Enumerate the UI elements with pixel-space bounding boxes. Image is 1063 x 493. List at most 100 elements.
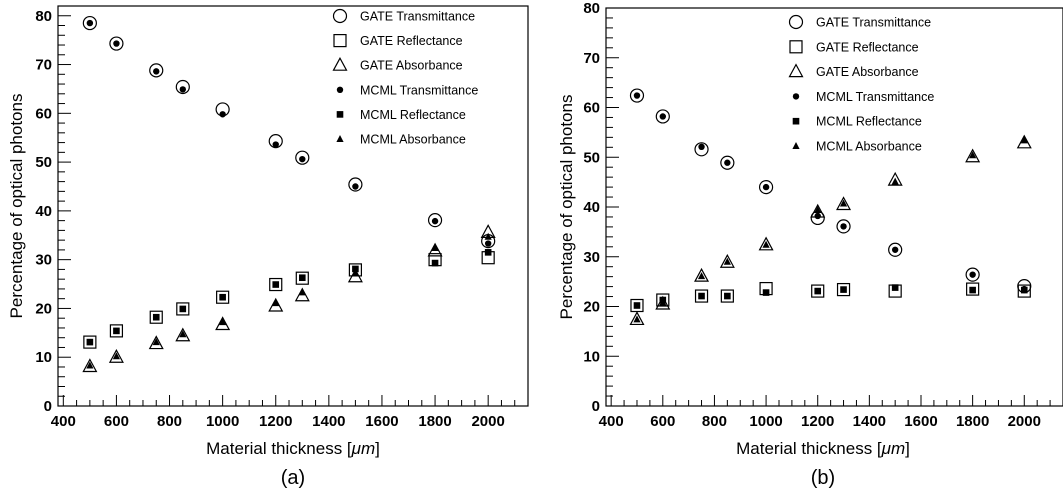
data-point [113, 327, 120, 335]
data-point [179, 86, 187, 93]
data-point [720, 289, 734, 303]
data-point [352, 183, 359, 190]
y-tick-label: 70 [583, 50, 600, 67]
data-point [1020, 136, 1028, 144]
x-tick-label: 600 [650, 413, 675, 430]
data-point [86, 361, 94, 369]
y-tick-label: 0 [44, 398, 52, 415]
data-point [965, 267, 980, 282]
y-tick-label: 40 [35, 203, 52, 220]
data-point [814, 205, 822, 213]
data-point [839, 199, 848, 207]
y-tick-label: 80 [35, 8, 52, 25]
legend-marker [789, 40, 803, 54]
data-point [484, 249, 492, 256]
y-tick-label: 70 [35, 57, 52, 74]
legend-label: MCML Absorbance [360, 133, 466, 147]
x-tick-label: 1200 [801, 413, 834, 430]
legend-label: GATE Reflectance [816, 40, 919, 54]
x-tick-label: 1800 [418, 413, 451, 430]
legend-label: MCML Transmittance [816, 90, 934, 104]
x-axis-title-suffix: ] [905, 439, 910, 458]
x-tick-label: 1000 [749, 413, 782, 430]
data-point [431, 217, 439, 225]
data-point [965, 148, 981, 163]
data-point [484, 240, 492, 247]
series-mcml-absorbance [633, 136, 1028, 323]
data-point [272, 141, 279, 148]
data-point [758, 236, 774, 251]
data-point [888, 242, 903, 257]
data-point [175, 79, 190, 95]
legend-marker [336, 86, 344, 94]
legend-label: GATE Reflectance [360, 34, 463, 48]
x-tick-label: 2000 [1008, 413, 1041, 430]
data-point [179, 305, 187, 313]
legend-marker [788, 14, 804, 30]
data-point [969, 151, 977, 159]
data-point [149, 63, 164, 78]
data-point [348, 177, 363, 192]
data-point [694, 289, 709, 303]
legend: GATE Transmittance GATE Reflectance GATE A… [332, 8, 478, 147]
legend-marker [788, 63, 804, 78]
data-point [431, 259, 439, 267]
data-point [299, 155, 306, 163]
data-point [966, 282, 980, 296]
chart-panel-a: 400 600 800 1000 1200 1400 1600 1800 2000 0 10 20 30… [7, 5, 529, 489]
data-point [891, 284, 899, 291]
data-point [219, 293, 226, 301]
data-point [176, 302, 190, 316]
data-point [762, 183, 770, 191]
y-tick-label: 80 [583, 0, 600, 17]
data-point [427, 242, 443, 257]
data-point [152, 338, 160, 346]
data-point [86, 19, 94, 27]
data-point [814, 287, 822, 295]
legend-marker [336, 135, 344, 142]
data-point [83, 335, 97, 349]
x-tick-label: 600 [104, 413, 129, 430]
data-point [269, 277, 283, 292]
y-axis-title: Percentage of optical photons [7, 94, 26, 319]
data-point [268, 297, 284, 312]
data-point [1017, 284, 1031, 298]
data-point [108, 348, 124, 363]
data-point [656, 293, 670, 307]
data-point [633, 92, 641, 99]
data-point [1020, 286, 1028, 294]
x-axis-title: Material thickness [μm] [206, 439, 380, 458]
x-axis-title-prefix: Material thickness [ [206, 439, 352, 458]
data-point [723, 257, 731, 265]
data-point [427, 213, 443, 228]
data-point [484, 232, 492, 240]
data-point [840, 286, 847, 293]
data-point [148, 335, 164, 350]
data-point [298, 288, 306, 296]
data-point [762, 240, 770, 248]
data-point [86, 338, 94, 346]
x-tick-label: 2000 [471, 413, 504, 430]
x-tick-label: 400 [599, 413, 624, 430]
data-point [887, 171, 903, 186]
chart-panel-b: 400 600 800 1000 1200 1400 1600 1800 2000 0 10 20 30… [557, 0, 1063, 489]
data-point [295, 150, 310, 165]
data-point [633, 315, 641, 323]
data-point [697, 272, 706, 280]
series-gate-absorbance [82, 224, 496, 373]
y-tick-label: 10 [583, 348, 600, 365]
x-tick-label: 1400 [312, 413, 345, 430]
data-point [694, 142, 709, 157]
data-point [219, 111, 226, 118]
panel-label: (b) [811, 467, 835, 489]
x-axis-title-unit: μm [351, 439, 375, 458]
legend-label: GATE Absorbance [360, 59, 463, 73]
data-point [109, 324, 124, 338]
data-point [836, 282, 851, 297]
data-point [762, 289, 770, 296]
data-point [758, 180, 774, 195]
data-point [112, 352, 121, 360]
data-point [109, 36, 124, 51]
legend: GATE Transmittance GATE Reflectance GATE A… [788, 14, 934, 154]
data-point [891, 177, 899, 185]
